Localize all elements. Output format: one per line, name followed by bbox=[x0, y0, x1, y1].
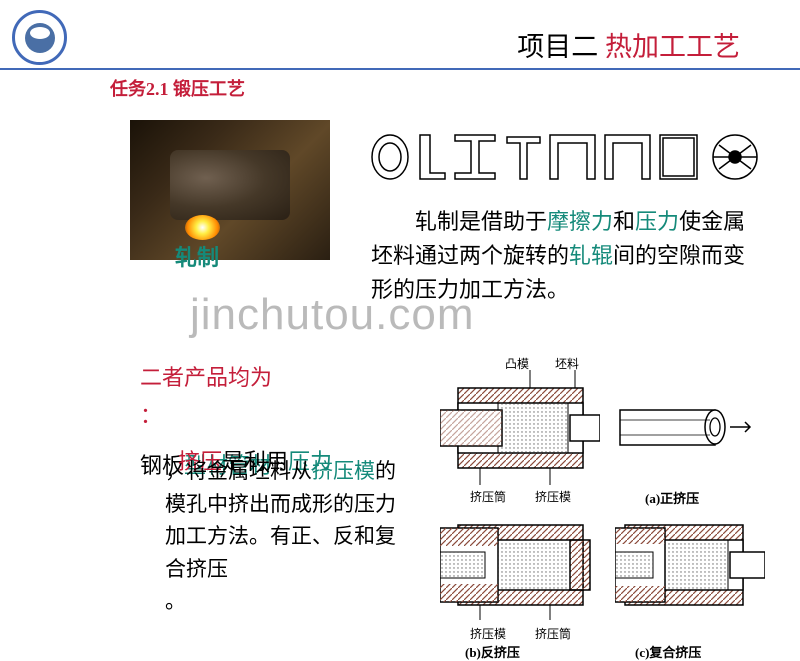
diagram-a-section bbox=[440, 370, 600, 485]
machine-shape bbox=[170, 150, 290, 220]
rolled-profiles-diagram bbox=[365, 125, 765, 190]
caption-c: (c)复合挤压 bbox=[635, 642, 701, 661]
extrusion-definition: ，将金属坯料从挤压模的模孔中挤出而成形的压力加工方法。有正、反和复合挤压。 bbox=[165, 455, 415, 618]
products-heading: 二者产品均为 bbox=[140, 360, 272, 392]
slide-title: 项目二 热加工工艺 bbox=[517, 25, 740, 64]
label-cylinder-b: 挤压筒 bbox=[535, 625, 571, 642]
logo-bird-icon bbox=[25, 23, 55, 53]
watermark: jinchutou.com bbox=[190, 290, 474, 340]
rolling-photo bbox=[130, 120, 330, 260]
extrusion-diagrams: 凸模 坯料 挤压筒 挤压模 (a)正挤压 bbox=[420, 350, 770, 650]
products-colon: ： bbox=[140, 398, 272, 430]
caption-a: (a)正挤压 bbox=[645, 488, 699, 507]
institution-logo bbox=[12, 10, 67, 65]
content-area: 轧制 轧制是借助于摩擦力和压力使金属坯料通过两个旋转的轧辊间的空隙而变形的压力加… bbox=[0, 70, 800, 110]
hot-metal-glow bbox=[185, 215, 220, 240]
photo-label: 轧制 bbox=[175, 240, 219, 272]
caption-b: (b)反挤压 bbox=[465, 642, 520, 661]
title-prefix: 项目二 bbox=[517, 32, 605, 62]
label-die-b: 挤压模 bbox=[470, 625, 506, 642]
label-die-a: 挤压模 bbox=[535, 488, 571, 505]
label-cylinder-a: 挤压筒 bbox=[470, 488, 506, 505]
diagram-a-output bbox=[615, 370, 755, 485]
diagram-b-section bbox=[440, 510, 600, 620]
title-highlight: 热加工工艺 bbox=[605, 32, 740, 62]
diagram-c-section bbox=[615, 510, 765, 620]
header: 项目二 热加工工艺 bbox=[0, 0, 800, 70]
